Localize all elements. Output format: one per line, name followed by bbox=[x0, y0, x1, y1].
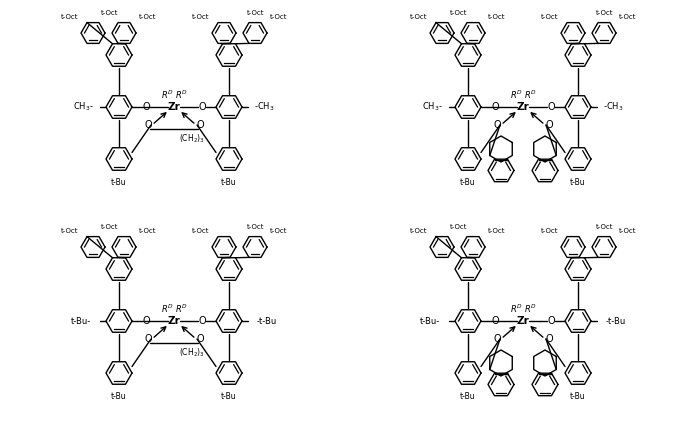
Text: $R^D$: $R^D$ bbox=[174, 303, 187, 315]
Text: O: O bbox=[198, 316, 206, 326]
Text: O: O bbox=[144, 120, 151, 130]
Text: t-Bu: t-Bu bbox=[460, 178, 476, 187]
Text: O: O bbox=[491, 102, 499, 112]
Text: t-Oct: t-Oct bbox=[270, 14, 288, 20]
Text: t-Bu: t-Bu bbox=[570, 178, 586, 187]
Text: -t-Bu: -t-Bu bbox=[257, 316, 277, 326]
Text: Zr: Zr bbox=[517, 102, 529, 112]
Text: t-Bu: t-Bu bbox=[221, 178, 237, 187]
Text: t-Oct: t-Oct bbox=[139, 228, 156, 234]
Text: $R^D$: $R^D$ bbox=[524, 303, 536, 315]
Text: t-Oct: t-Oct bbox=[596, 224, 614, 230]
Text: t-Bu: t-Bu bbox=[460, 392, 476, 401]
Text: t-Oct: t-Oct bbox=[270, 228, 288, 234]
Text: O: O bbox=[491, 316, 499, 326]
Text: -t-Bu: -t-Bu bbox=[606, 316, 626, 326]
Text: t-Oct: t-Oct bbox=[247, 224, 265, 230]
Text: O: O bbox=[545, 334, 553, 344]
Text: t-Oct: t-Oct bbox=[191, 14, 209, 20]
Text: t-Bu-: t-Bu- bbox=[419, 316, 440, 326]
Text: t-Bu: t-Bu bbox=[111, 392, 127, 401]
Text: t-Oct: t-Oct bbox=[101, 10, 119, 16]
Text: t-Oct: t-Oct bbox=[139, 14, 156, 20]
Text: O: O bbox=[493, 334, 500, 344]
Text: Zr: Zr bbox=[517, 316, 529, 326]
Text: t-Oct: t-Oct bbox=[450, 10, 468, 16]
Text: -CH$_3$: -CH$_3$ bbox=[254, 101, 274, 113]
Text: O: O bbox=[545, 120, 553, 130]
Text: $R^D$: $R^D$ bbox=[524, 89, 536, 101]
Text: O: O bbox=[196, 120, 204, 130]
Text: t-Oct: t-Oct bbox=[410, 14, 427, 20]
Text: Zr: Zr bbox=[168, 316, 180, 326]
Text: t-Bu: t-Bu bbox=[570, 392, 586, 401]
Text: t-Oct: t-Oct bbox=[540, 228, 558, 234]
Text: O: O bbox=[547, 316, 555, 326]
Text: O: O bbox=[142, 102, 150, 112]
Text: O: O bbox=[142, 316, 150, 326]
Text: O: O bbox=[198, 102, 206, 112]
Text: t-Oct: t-Oct bbox=[540, 14, 558, 20]
Text: t-Oct: t-Oct bbox=[247, 10, 265, 16]
Text: (CH$_2$)$_3$: (CH$_2$)$_3$ bbox=[179, 347, 205, 359]
Text: t-Oct: t-Oct bbox=[191, 228, 209, 234]
Text: Zr: Zr bbox=[168, 102, 180, 112]
Text: O: O bbox=[493, 120, 500, 130]
Text: t-Oct: t-Oct bbox=[61, 14, 78, 20]
Text: t-Oct: t-Oct bbox=[101, 224, 119, 230]
Text: -CH$_3$: -CH$_3$ bbox=[603, 101, 623, 113]
Text: t-Bu-: t-Bu- bbox=[70, 316, 91, 326]
Text: $R^D$: $R^D$ bbox=[174, 89, 187, 101]
Text: CH$_3$-: CH$_3$- bbox=[422, 101, 443, 113]
Text: O: O bbox=[547, 102, 555, 112]
Text: $R^D$: $R^D$ bbox=[161, 89, 173, 101]
Text: $R^D$: $R^D$ bbox=[510, 303, 522, 315]
Text: t-Oct: t-Oct bbox=[488, 228, 505, 234]
Text: t-Bu: t-Bu bbox=[111, 178, 127, 187]
Text: t-Oct: t-Oct bbox=[619, 14, 637, 20]
Text: t-Bu: t-Bu bbox=[221, 392, 237, 401]
Text: CH$_3$-: CH$_3$- bbox=[73, 101, 94, 113]
Text: O: O bbox=[196, 334, 204, 344]
Text: t-Oct: t-Oct bbox=[450, 224, 468, 230]
Text: $R^D$: $R^D$ bbox=[161, 303, 173, 315]
Text: t-Oct: t-Oct bbox=[596, 10, 614, 16]
Text: t-Oct: t-Oct bbox=[410, 228, 427, 234]
Text: t-Oct: t-Oct bbox=[61, 228, 78, 234]
Text: t-Oct: t-Oct bbox=[488, 14, 505, 20]
Text: (CH$_2$)$_3$: (CH$_2$)$_3$ bbox=[179, 133, 205, 145]
Text: t-Oct: t-Oct bbox=[619, 228, 637, 234]
Text: O: O bbox=[144, 334, 151, 344]
Text: $R^D$: $R^D$ bbox=[510, 89, 522, 101]
